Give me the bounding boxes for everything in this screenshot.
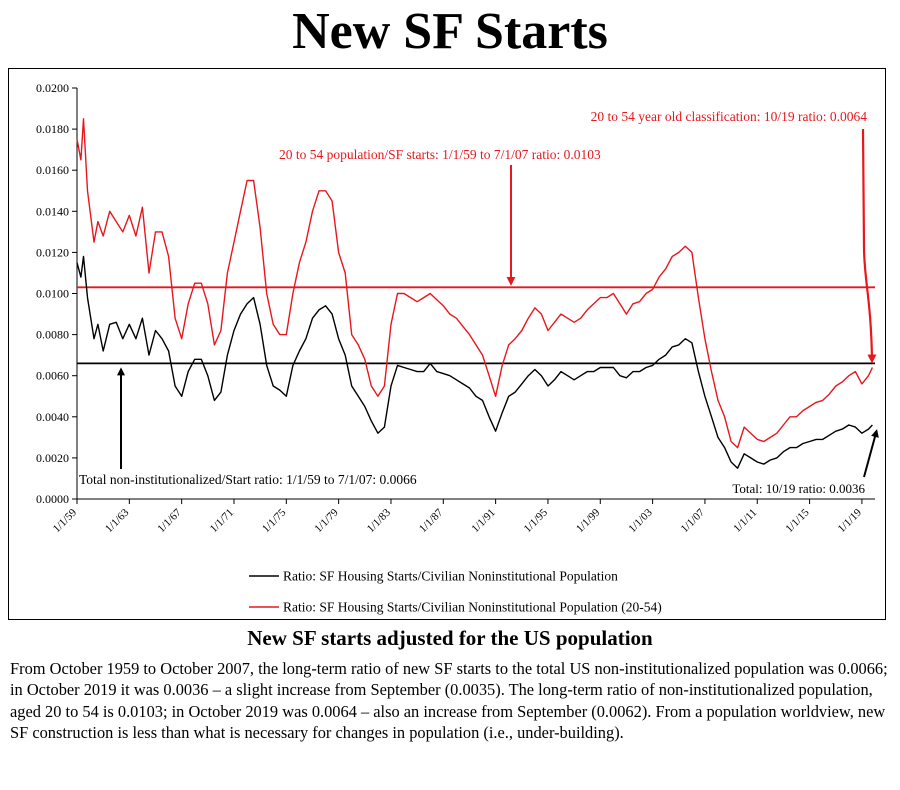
line-chart: 0.0000 0.0020 0.0040 0.0060 0.0080 0.0100 0.01… [36,81,879,615]
y-tick-label: 0.0200 [36,81,69,95]
x-tick-label: 1/1/75 [260,506,289,535]
annotation-age-latest: 20 to 54 year old classification: 10/19 … [591,109,868,124]
arrow-age-latest [861,128,877,364]
description-paragraph: From October 1959 to October 2007, the l… [10,659,888,743]
legend-label-total: Ratio: SF Housing Starts/Civilian Nonins… [283,569,618,584]
x-tick-label: 1/1/03 [626,506,655,535]
x-tick-label: 1/1/07 [679,506,708,535]
chart-subtitle: New SF starts adjusted for the US popula… [247,626,653,650]
y-tick-label: 0.0000 [36,492,69,506]
annotation-age-average: 20 to 54 population/SF starts: 1/1/59 to… [279,147,601,162]
arrow-total-latest [863,429,879,478]
x-tick-label: 1/1/19 [836,506,865,535]
y-tick-label: 0.0020 [36,451,69,465]
y-tick-label: 0.0160 [36,163,69,177]
y-tick-label: 0.0140 [36,204,69,218]
x-tick-label: 1/1/67 [155,506,184,535]
chart-frame: 0.0000 0.0020 0.0040 0.0060 0.0080 0.0100 0.01… [8,68,886,620]
x-tick-label: 1/1/11 [731,507,759,535]
page-title: New SF Starts [292,3,608,60]
annotation-total-average: Total non-institutionalized/Start ratio:… [79,472,417,487]
x-tick-label: 1/1/91 [469,507,497,535]
y-tick-label: 0.0100 [36,287,69,301]
x-tick-label: 1/1/99 [574,506,603,535]
x-tick-label: 1/1/15 [783,506,812,535]
y-tick-label: 0.0060 [36,369,69,383]
x-tick-label: 1/1/95 [522,506,551,535]
y-tick-label: 0.0040 [36,410,69,424]
x-tick-label: 1/1/63 [103,506,132,535]
x-tick-label: 1/1/59 [51,506,80,535]
x-tick-label: 1/1/83 [365,506,394,535]
x-tick-label: 1/1/87 [417,506,446,535]
y-tick-label: 0.0080 [36,328,69,342]
series-line-age [76,118,874,449]
y-tick-label: 0.0180 [36,122,69,136]
series-line-total [76,255,873,469]
legend-label-age: Ratio: SF Housing Starts/Civilian Nonins… [283,600,662,615]
y-tick-label: 0.0120 [36,245,69,259]
x-tick-label: 1/1/79 [312,506,341,535]
x-tick-label: 1/1/71 [208,507,236,535]
annotation-total-latest: Total: 10/19 ratio: 0.0036 [732,481,865,496]
